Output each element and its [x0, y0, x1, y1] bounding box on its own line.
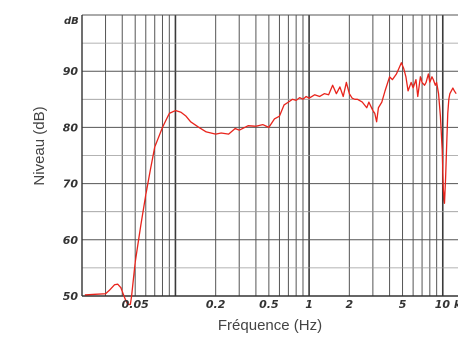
series-line-0 [84, 62, 457, 306]
plot-frame [81, 15, 458, 297]
x-tick-label: 0.2 [206, 298, 226, 311]
y-tick-label: 50 [63, 290, 79, 303]
x-tick-label: 0.05 [122, 298, 149, 311]
y-tick-labels: 50 60 70 80 90 [63, 65, 79, 303]
x-tick-label: 5 [399, 298, 407, 311]
x-tick-label: 0.5 [259, 298, 279, 311]
y-tick-label: 60 [63, 234, 79, 247]
y-tick-label: 90 [63, 65, 79, 78]
y-tick-label: 80 [63, 121, 79, 134]
x-axis-label: Fréquence (Hz) [218, 317, 322, 334]
y-unit-label: dB [64, 16, 79, 27]
x-tick-labels: 0.05 0.2 0.5 1 2 5 10 k [122, 298, 458, 311]
x-tick-label: 10 k [435, 298, 458, 311]
x-tick-label: 2 [346, 298, 354, 311]
grid [81, 14, 458, 297]
x-tick-label: 1 [305, 298, 313, 311]
y-axis-label: Niveau (dB) [31, 106, 48, 185]
series-group [84, 62, 457, 306]
y-tick-label: 70 [63, 178, 79, 191]
